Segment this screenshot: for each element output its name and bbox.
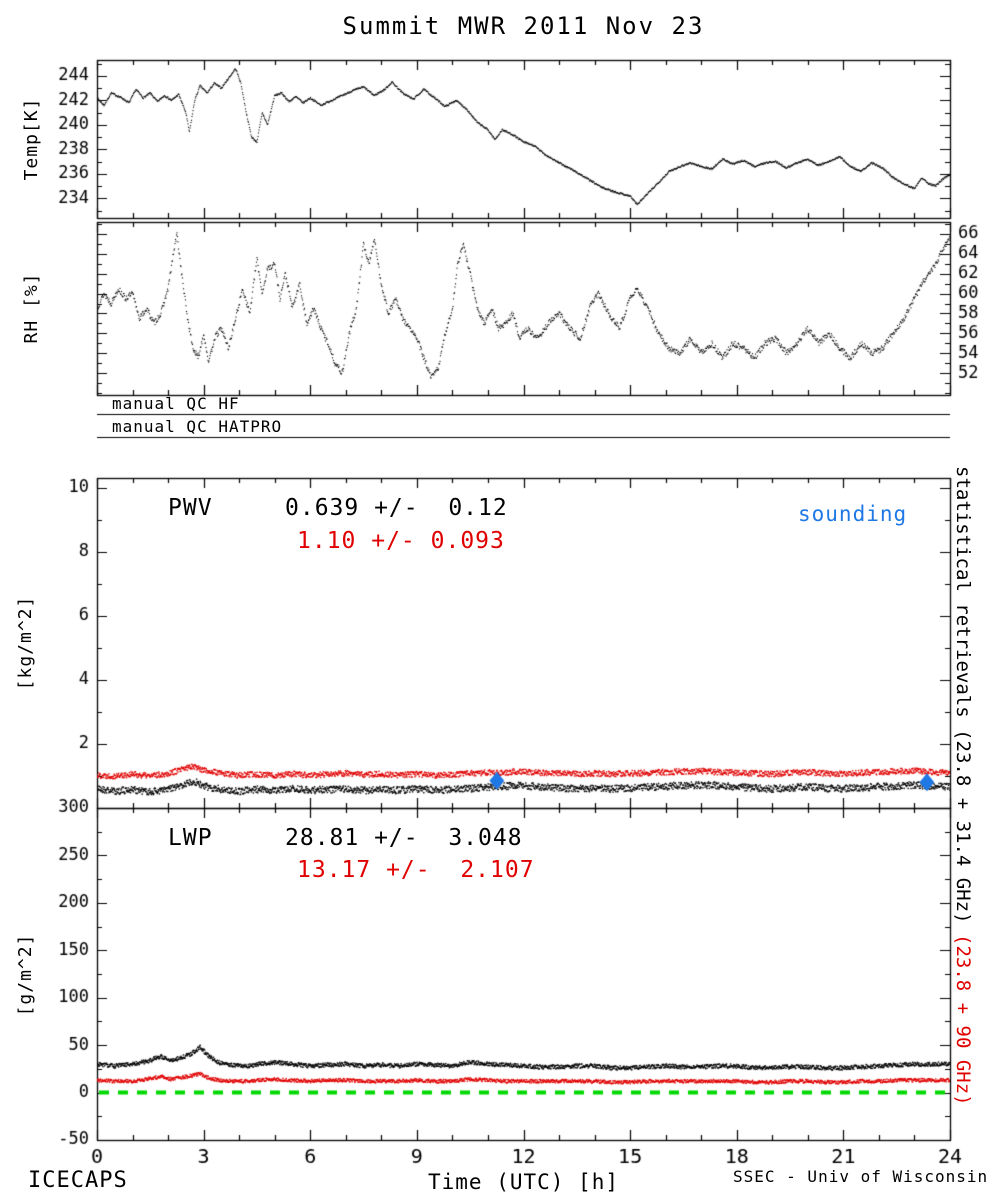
right-annotation-red: (23.8 + 90 GHz): [952, 933, 974, 1106]
qc-hatpro-label: manual QC HATPRO: [112, 417, 283, 436]
temp-y-axis-label: Temp[K]: [21, 97, 42, 181]
sounding-legend-label: sounding: [798, 502, 908, 526]
footer-credit-label: SSEC - Univ of Wisconsin: [733, 1167, 989, 1186]
chart-title: Summit MWR 2011 Nov 23: [342, 12, 705, 40]
pwv-stat-red: 1.10 +/- 0.093: [297, 528, 505, 554]
right-annotation-black: statistical retrievals (23.8 + 31.4 GHz): [952, 466, 974, 924]
rh-y-axis-label: RH [%]: [21, 272, 42, 344]
pwv-y-axis-label: [kg/m^2]: [15, 595, 36, 691]
pwv-panel-label: PWV: [168, 495, 213, 521]
lwp-y-axis-label: [g/m^2]: [15, 933, 36, 1017]
footer-project-label: ICECAPS: [28, 1168, 128, 1193]
right-side-annotation: statistical retrievals (23.8 + 31.4 GHz)…: [952, 466, 974, 1186]
lwp-stat-black: 28.81 +/- 3.048: [285, 825, 523, 851]
lwp-stat-red: 13.17 +/- 2.107: [297, 857, 535, 883]
lwp-panel-label: LWP: [168, 825, 213, 851]
x-axis-label: Time (UTC) [h]: [427, 1170, 619, 1194]
pwv-stat-black: 0.639 +/- 0.12: [285, 495, 508, 521]
qc-hf-label: manual QC HF: [112, 394, 240, 413]
